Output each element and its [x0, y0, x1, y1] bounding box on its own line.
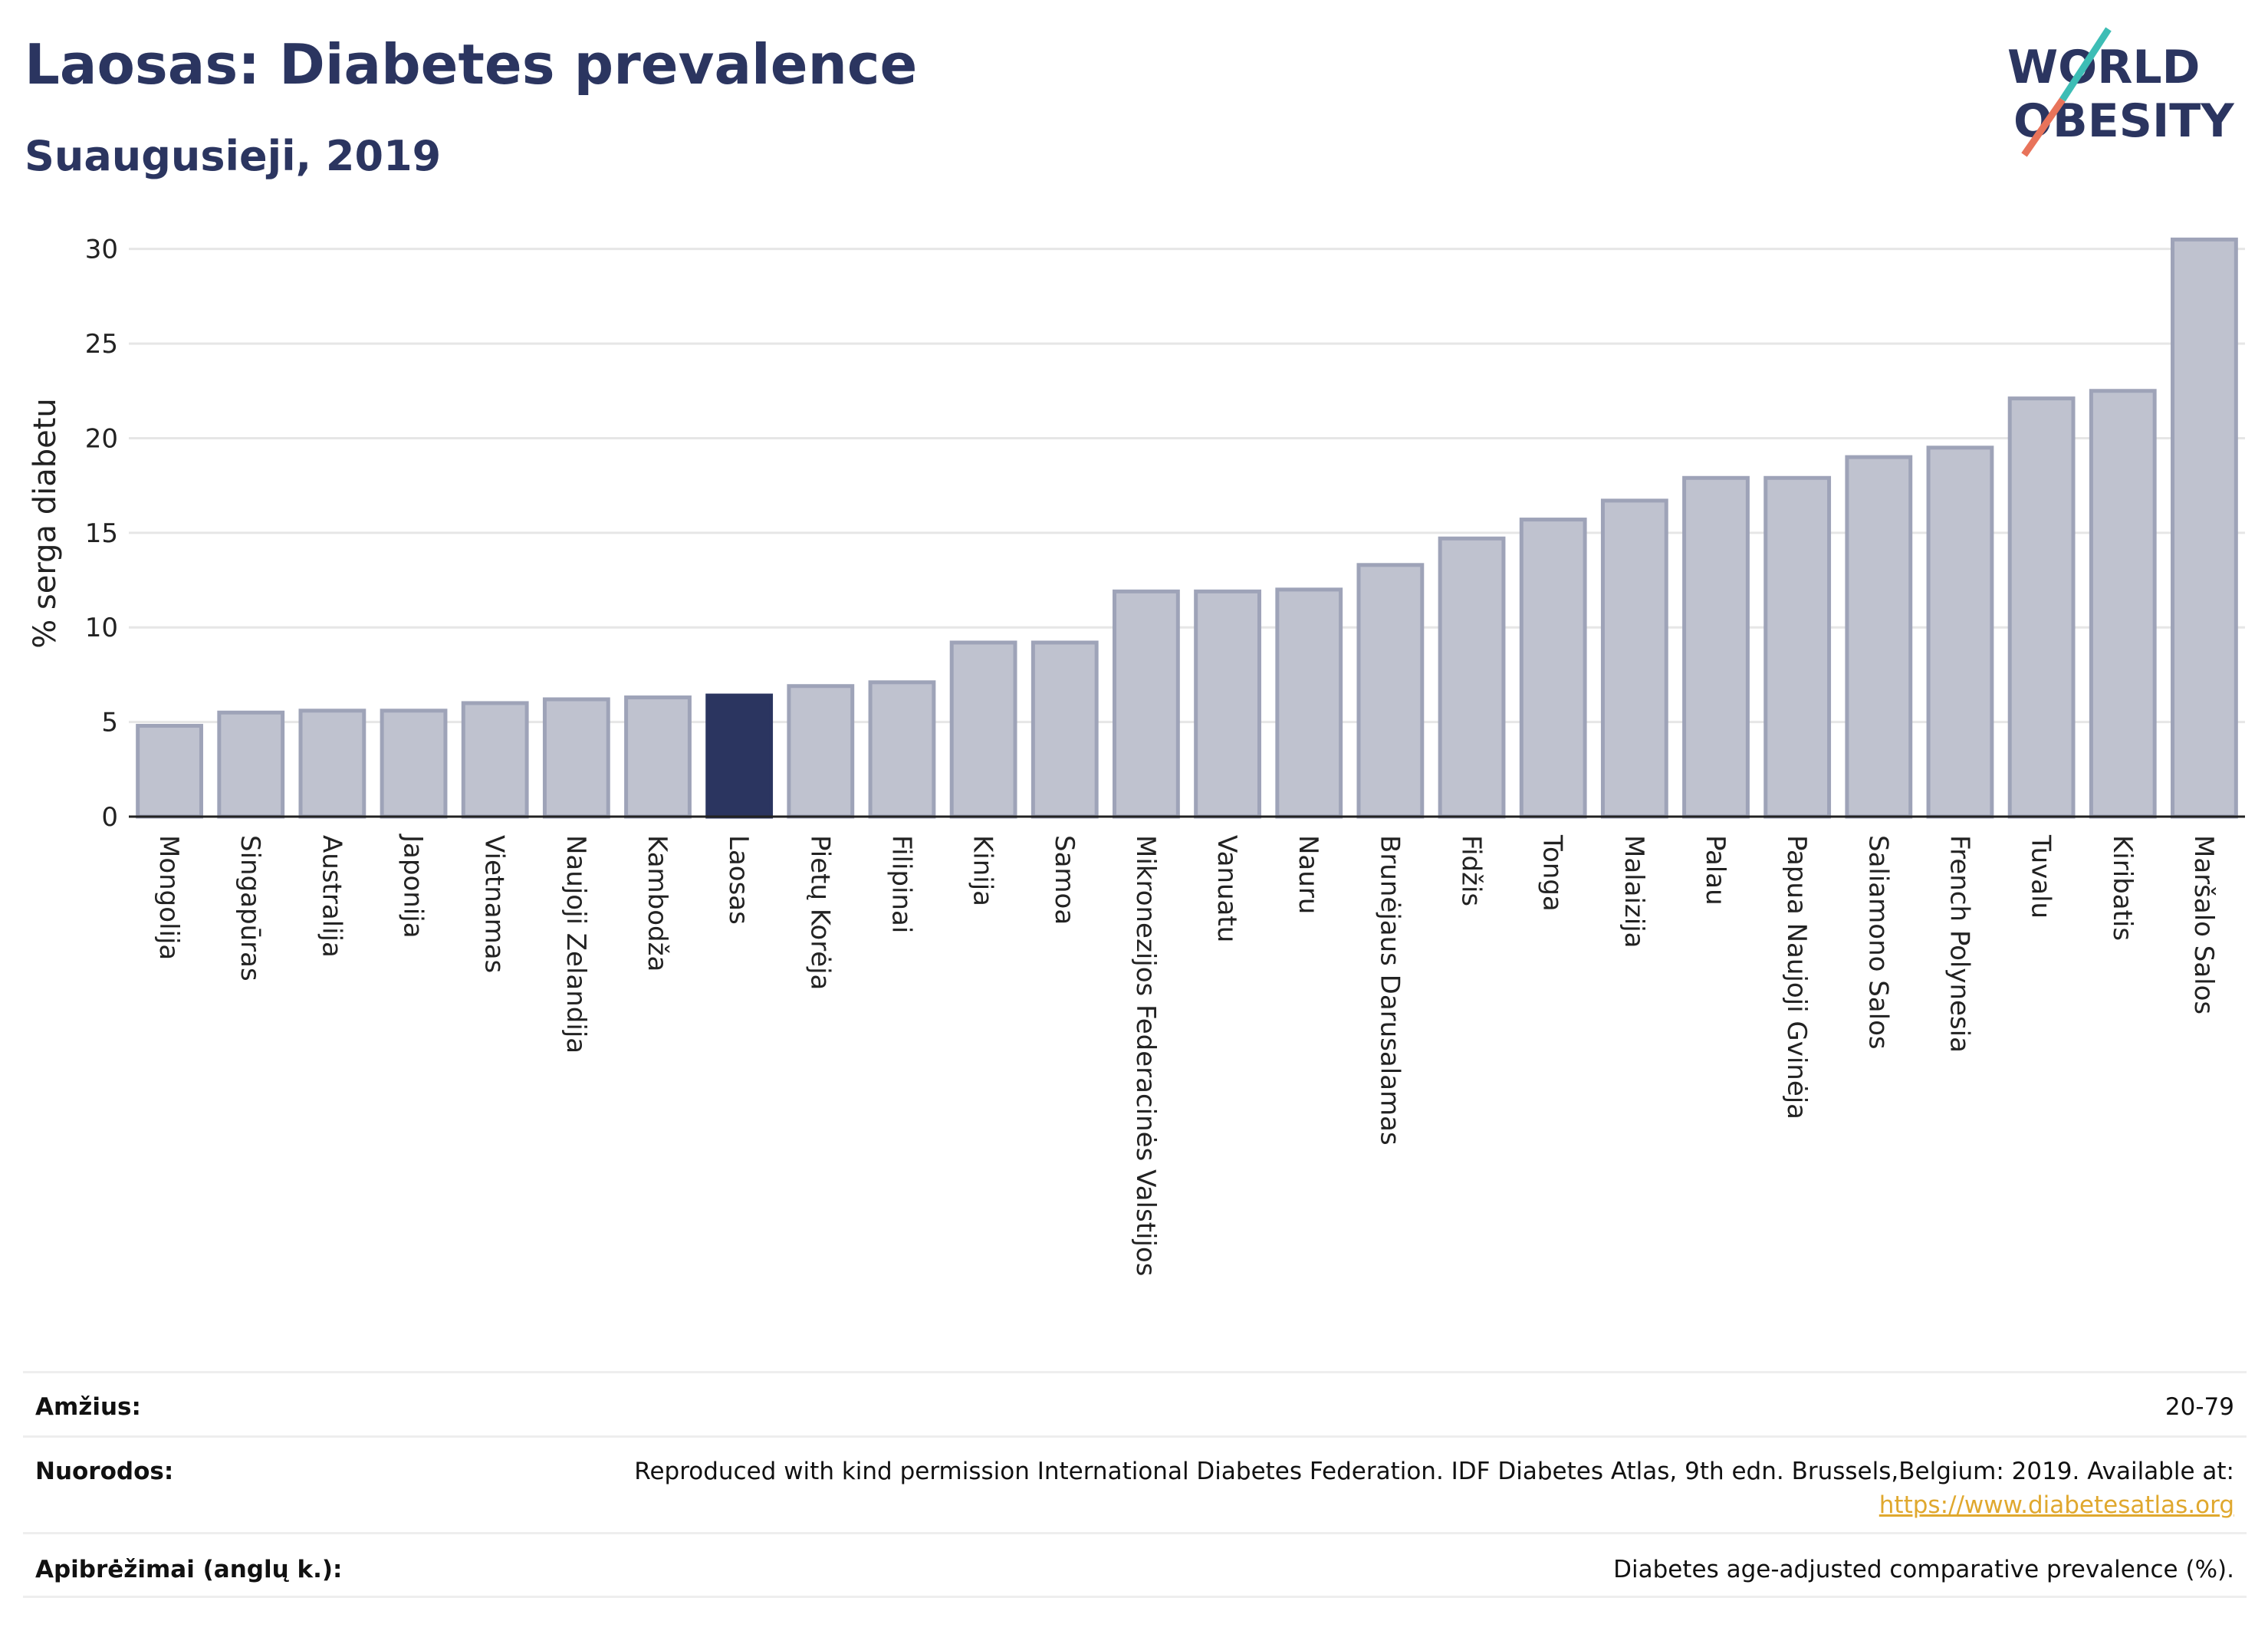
x-tick-label: Samoa	[1049, 835, 1080, 925]
x-tick-label: Australija	[316, 835, 347, 958]
bar	[1845, 455, 1913, 819]
world-obesity-logo: WORLD OBESITY	[2007, 27, 2235, 157]
bar	[1030, 640, 1099, 819]
meta-row-age: Amžius: 20-79	[23, 1371, 2247, 1435]
bar	[1926, 445, 1994, 819]
x-tick-label: Singapūras	[235, 835, 265, 981]
meta-row-sources: Nuorodos: Reproduced with kind permissio…	[23, 1435, 2247, 1532]
sources-text: Reproduced with kind permission Internat…	[634, 1458, 2234, 1485]
x-tick-label: Fidžis	[1456, 835, 1487, 906]
x-axis-labels: Mongolija Singapūras Australija Japonija Vie…	[153, 833, 2219, 1276]
bar	[949, 640, 1017, 819]
y-tick-label: 25	[85, 329, 118, 360]
x-tick-label: Maršalo Salos	[2188, 835, 2219, 1014]
x-tick-label: Kinija	[968, 835, 998, 906]
logo-slash-bottom	[2021, 97, 2066, 157]
logo-slash-top	[2059, 27, 2112, 102]
bar	[705, 693, 774, 819]
meta-value-sources: Reproduced with kind permission Internat…	[634, 1458, 2234, 1519]
bar	[2171, 237, 2238, 819]
x-tick-label: Filipinai	[886, 835, 916, 933]
meta-row-definitions: Apibrėžimai (anglų k.): Diabetes age-adj…	[23, 1532, 2247, 1598]
x-tick-label: Naujoji Zelandija	[560, 835, 591, 1054]
metadata-table: Amžius: 20-79 Nuorodos: Reproduced with …	[23, 1371, 2247, 1598]
y-tick-label: 15	[85, 518, 118, 549]
bar	[380, 709, 448, 819]
sources-link[interactable]: https://www.diabetesatlas.org	[1878, 1491, 2234, 1519]
bar	[2007, 396, 2076, 819]
bar	[136, 724, 203, 819]
bar	[1438, 536, 1506, 819]
x-tick-label: Nauru	[1293, 835, 1323, 914]
y-tick-label: 20	[85, 423, 118, 454]
x-tick-label: Kambodža	[642, 835, 672, 972]
bar	[1763, 475, 1832, 819]
bar	[868, 680, 936, 819]
x-tick-label: Japonija	[398, 833, 429, 939]
y-tick-label: 30	[85, 235, 118, 265]
meta-value-definitions: Diabetes age-adjusted comparative preval…	[1613, 1556, 2234, 1583]
bar	[542, 697, 610, 819]
bar	[298, 709, 366, 819]
page-subtitle: Suaugusieji, 2019	[25, 132, 442, 180]
meta-value-age: 20-79	[2164, 1393, 2234, 1421]
meta-key-definitions: Apibrėžimai (anglų k.):	[35, 1556, 343, 1583]
page-title: Laosas: Diabetes prevalence	[25, 32, 918, 97]
x-tick-label: Kiribatis	[2107, 835, 2138, 941]
x-tick-label: Vanuatu	[1211, 835, 1242, 942]
bar	[1275, 587, 1343, 819]
x-tick-label: Laosas	[723, 835, 754, 925]
y-axis-label: % serga diabetu	[28, 398, 63, 649]
meta-key-sources: Nuorodos:	[35, 1458, 174, 1485]
bar	[787, 684, 855, 819]
x-tick-label: Papua Naujoji Gvinėja	[1781, 835, 1812, 1119]
bar-chart: 0 5 10 15 20 25 30 Mongolija Singapūras Australi…	[28, 235, 2245, 1276]
x-tick-label: Vietnamas	[479, 835, 510, 973]
y-tick-label: 0	[101, 802, 118, 833]
logo-line1: WORLD	[2007, 41, 2200, 94]
bars	[136, 237, 2238, 819]
x-tick-label: Tuvalu	[2026, 834, 2056, 919]
x-tick-label: French Polynesia	[1944, 835, 1974, 1053]
x-tick-label: Tonga	[1537, 834, 1568, 912]
y-axis-ticks: 0 5 10 15 20 25 30	[85, 235, 118, 833]
x-tick-label: Brunėjaus Darusalamas	[1374, 835, 1405, 1146]
x-tick-label: Palau	[1700, 835, 1731, 906]
x-tick-label: Mikronezijos Federacinės Valstijos	[1130, 835, 1161, 1276]
bar	[2089, 389, 2157, 819]
x-tick-label: Mongolija	[153, 835, 184, 960]
meta-key-age: Amžius:	[35, 1393, 141, 1421]
bar	[217, 710, 285, 819]
x-tick-label: Malaizija	[1619, 835, 1649, 948]
bar	[1519, 518, 1587, 819]
y-tick-label: 5	[101, 708, 118, 738]
bar	[1600, 498, 1668, 819]
bar	[1113, 589, 1180, 819]
bar	[1356, 563, 1425, 819]
bar	[1194, 589, 1261, 819]
y-tick-label: 10	[85, 613, 118, 643]
bar	[1682, 475, 1750, 819]
x-tick-label: Saliamono Salos	[1862, 835, 1893, 1050]
bar	[624, 695, 692, 819]
bar	[461, 701, 529, 819]
x-tick-label: Pietų Korėja	[804, 835, 835, 990]
